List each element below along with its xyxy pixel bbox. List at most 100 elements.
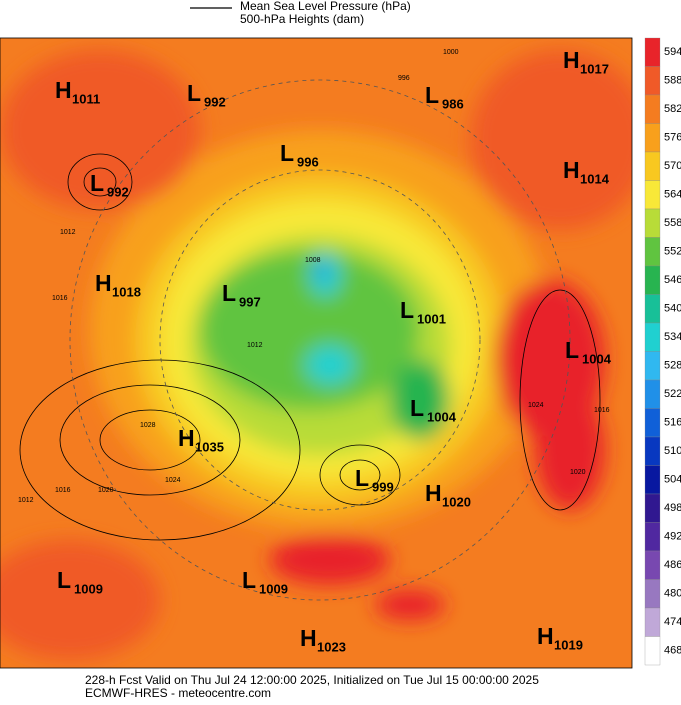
pressure-center-value: 992 [107, 184, 129, 199]
colorbar-swatch [644, 322, 661, 352]
pressure-center-letter: H [55, 77, 72, 103]
contour-label: 1012 [18, 497, 34, 504]
legend-line-label: Mean Sea Level Pressure (hPa) [240, 0, 411, 13]
colorbar-swatch [644, 493, 661, 523]
colorbar-tick-label: 594 [664, 46, 681, 58]
contour-label: 1028 [140, 422, 156, 429]
colorbar-swatch [644, 607, 661, 637]
pressure-center-letter: H [95, 270, 112, 296]
contour-label: 996 [398, 75, 410, 82]
colorbar-swatch [644, 522, 661, 552]
colorbar-swatch [644, 294, 661, 324]
pressure-center-value: 1009 [259, 581, 288, 596]
colorbar-tick-label: 540 [664, 303, 681, 315]
pressure-center-value: 996 [297, 154, 319, 169]
colorbar-tick-label: 528 [664, 360, 681, 372]
pressure-center-value: 1001 [417, 311, 446, 326]
pressure-center-letter: L [355, 465, 369, 491]
contour-label: 1000 [443, 49, 459, 56]
pressure-center-value: 1020 [442, 494, 471, 509]
colorbar-tick-label: 510 [664, 445, 681, 457]
colorbar-swatch [644, 550, 661, 580]
contour-label: 1024 [528, 402, 544, 409]
colorbar-swatch [644, 351, 661, 381]
contour-label: 1012 [60, 229, 76, 236]
colorbar-swatch [644, 123, 661, 153]
pressure-center-letter: L [222, 280, 236, 306]
pressure-center-letter: L [280, 140, 294, 166]
pressure-center-value: 1019 [554, 637, 583, 652]
pressure-center-value: 999 [372, 479, 394, 494]
colorbar-swatch [644, 66, 661, 96]
map [0, 38, 632, 668]
colorbar-tick-label: 588 [664, 75, 681, 87]
colorbar-tick-label: 558 [664, 217, 681, 229]
colorbar-tick-label: 492 [664, 531, 681, 543]
pressure-center-value: 1014 [580, 171, 610, 186]
colorbar-swatch [644, 265, 661, 295]
colorbar-swatch [644, 636, 661, 666]
pressure-center-letter: H [537, 623, 554, 649]
colorbar-tick-label: 474 [664, 616, 681, 628]
colorbar-swatch [644, 37, 661, 67]
colorbar-swatch [644, 94, 661, 124]
contour-label: 1016 [594, 407, 610, 414]
colorbar-tick-label: 552 [664, 246, 681, 258]
pressure-center-value: 1017 [580, 61, 609, 76]
pressure-center-letter: L [187, 80, 201, 106]
pressure-center-value: 997 [239, 294, 261, 309]
pressure-center-letter: H [563, 47, 580, 73]
contour-label: 1016 [52, 295, 68, 302]
colorbar-tick-label: 546 [664, 274, 681, 286]
colorbar-tick-label: 582 [664, 103, 681, 115]
colorbar-tick-label: 564 [664, 189, 681, 201]
colorbar-swatch [644, 436, 661, 466]
colorbar-tick-label: 576 [664, 132, 681, 144]
pressure-center-value: 1011 [72, 91, 100, 106]
colorbar-swatch [644, 180, 661, 210]
colorbar-swatch [644, 379, 661, 409]
colorbar-tick-label: 468 [664, 645, 681, 657]
colorbar-tick-label: 498 [664, 502, 681, 514]
pressure-center-value: 1009 [74, 581, 103, 596]
colorbar-tick-label: 480 [664, 588, 681, 600]
pressure-center-letter: L [425, 82, 439, 108]
colorbar-swatch [644, 151, 661, 181]
pressure-center-letter: L [400, 297, 414, 323]
pressure-center-value: 1004 [427, 409, 457, 424]
colorbar-swatch [644, 465, 661, 495]
pressure-center-letter: L [410, 395, 424, 421]
colorbar-tick-label: 522 [664, 388, 681, 400]
pressure-center-value: 1018 [112, 284, 141, 299]
contour-label: 1016 [55, 487, 71, 494]
pressure-center-letter: H [563, 157, 580, 183]
pressure-center-letter: L [242, 567, 256, 593]
contour-label: 1008 [305, 257, 321, 264]
colorbar-swatch [644, 579, 661, 609]
colorbar-swatch [644, 237, 661, 267]
footer-line: ECMWF-HRES - meteocentre.com [85, 686, 271, 700]
colorbar-swatch [644, 208, 661, 238]
pressure-center-letter: H [300, 625, 317, 651]
pressure-center-letter: H [425, 480, 442, 506]
colorbar-tick-label: 516 [664, 417, 681, 429]
map-frame [0, 37, 633, 669]
contour-label: 1012 [247, 342, 263, 349]
contour-label: 1020 [98, 487, 114, 494]
legend-fill-label: 500-hPa Heights (dam) [240, 12, 364, 26]
pressure-center-value: 1035 [195, 439, 224, 454]
contour-label: 1024 [165, 477, 181, 484]
colorbar-tick-label: 570 [664, 160, 681, 172]
pressure-center-value: 1023 [317, 639, 346, 654]
pressure-center-letter: L [565, 337, 579, 363]
colorbar-swatch [644, 408, 661, 438]
pressure-center-value: 986 [442, 96, 464, 111]
pressure-center-value: 1004 [582, 351, 612, 366]
pressure-center-letter: L [57, 567, 71, 593]
colorbar-tick-label: 486 [664, 559, 681, 571]
pressure-center-letter: L [90, 170, 104, 196]
colorbar-tick-label: 534 [664, 331, 681, 343]
pressure-center-value: 992 [204, 94, 226, 109]
pressure-center-letter: H [178, 425, 195, 451]
